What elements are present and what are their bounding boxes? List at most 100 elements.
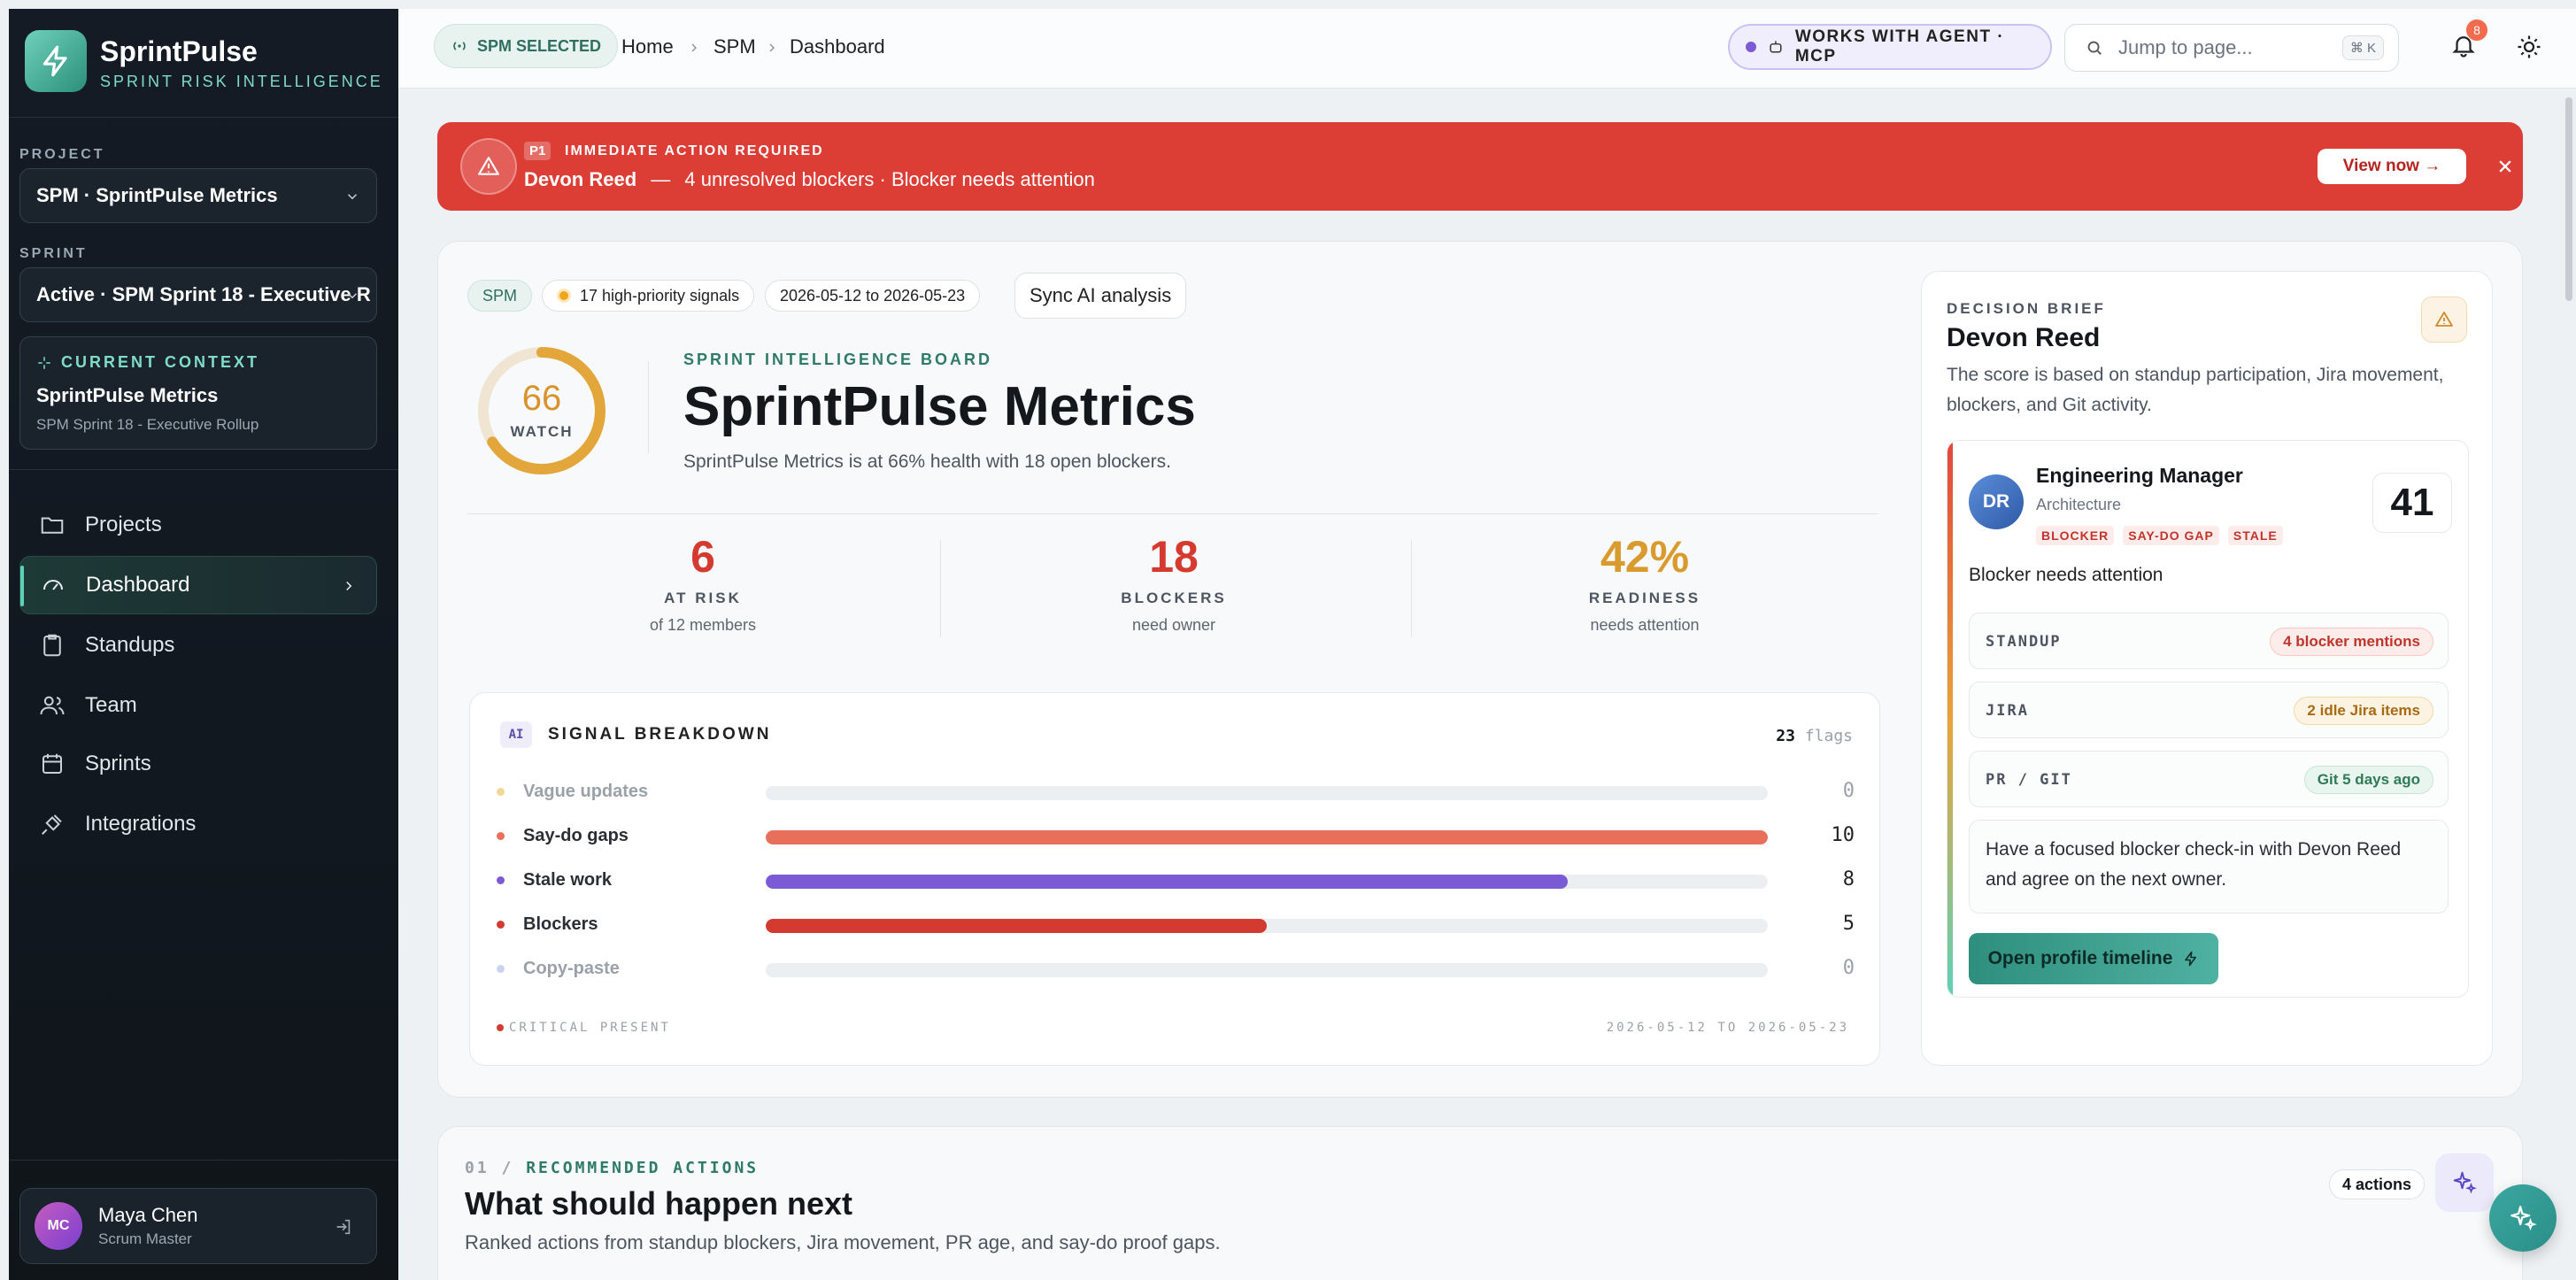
decision-brief-card: DECISION BRIEF Devon Reed The score is b… (1921, 271, 2493, 1066)
signals-chip-label: 17 high-priority signals (580, 286, 740, 305)
gauge-ring (478, 347, 605, 474)
bell-icon[interactable] (2450, 32, 2477, 58)
alert-message: Devon Reed — 4 unresolved blockers · Blo… (524, 168, 1095, 191)
sprint-select[interactable]: Active · SPM Sprint 18 - Executive R (19, 267, 377, 322)
view-now-button[interactable]: View now → (2318, 149, 2466, 184)
board-subtitle: SprintPulse Metrics is at 66% health wit… (683, 451, 1171, 472)
stat-value: 6 (690, 532, 715, 582)
agent-pill-label: WORKS WITH AGENT · MCP (1794, 27, 2005, 66)
alert-separator: — (651, 168, 671, 190)
evidence-label: PR / GIT (1986, 771, 2072, 789)
user-card[interactable]: MC Maya Chen Scrum Master (19, 1188, 377, 1264)
project-select[interactable]: SPM · SprintPulse Metrics (19, 168, 377, 223)
evidence-label: JIRA (1986, 702, 2029, 720)
folder-icon (41, 517, 64, 534)
breadcrumb-home[interactable]: Home (621, 35, 674, 58)
recommended-actions-card: 01 / RECOMMENDED ACTIONS What should hap… (437, 1126, 2523, 1280)
nav-sprints[interactable]: Sprints (19, 735, 377, 793)
section-kicker: RECOMMENDED ACTIONS (526, 1159, 760, 1177)
stat-label: READINESS (1588, 590, 1701, 606)
date-range-chip: 2026-05-12 to 2026-05-23 (765, 280, 981, 312)
tag-blocker: BLOCKER (2036, 526, 2115, 545)
signal-dot (497, 876, 505, 884)
sparkle-icon (2453, 1171, 2477, 1194)
sync-ai-button[interactable]: Sync AI analysis (1014, 273, 1187, 319)
brief-description: The score is based on standup participat… (1947, 365, 2444, 415)
person-team: Architecture (2036, 496, 2122, 513)
nav-label: Integrations (85, 812, 197, 836)
alert-icon (460, 138, 517, 195)
plug-icon (42, 814, 62, 835)
evidence-chip: Git 5 days ago (2303, 766, 2433, 794)
divider (467, 513, 1878, 514)
nav-dashboard[interactable]: Dashboard (19, 556, 377, 614)
nav-label: Standups (85, 633, 175, 657)
avatar: DR (1969, 474, 2024, 529)
person-status: Blocker needs attention (1969, 565, 2163, 585)
theme-toggle-icon[interactable] (2516, 34, 2542, 60)
context-subtitle: SPM Sprint 18 - Executive Rollup (36, 416, 259, 433)
logo[interactable] (25, 30, 87, 92)
signal-value: 0 (1842, 780, 1855, 802)
current-context-label-text: CURRENT CONTEXT (61, 353, 259, 371)
signal-footer-left: CRITICAL PRESENT (497, 1021, 671, 1035)
signal-bar (766, 919, 1267, 933)
flags-label: flags (1804, 727, 1853, 745)
nav-standups[interactable]: Standups (19, 616, 377, 675)
alert-person: Devon Reed (524, 168, 637, 190)
nav-label: Projects (85, 513, 162, 536)
search-input[interactable]: Jump to page... ⌘ K (2064, 24, 2399, 72)
sparkle-icon (38, 356, 50, 369)
signal-track (766, 875, 1768, 889)
stat-label: AT RISK (664, 590, 742, 606)
close-icon[interactable] (2493, 154, 2518, 179)
health-label: WATCH (510, 423, 574, 440)
chevron-down-icon (347, 293, 358, 299)
spm-selected-pill[interactable]: SPM SELECTED (434, 24, 619, 68)
signal-track (766, 919, 1768, 933)
person-tags: BLOCKER SAY-DO GAP STALE (2036, 526, 2283, 545)
signal-dot (497, 788, 505, 796)
scrollbar[interactable] (2565, 97, 2572, 301)
person-card: DR Engineering Manager Architecture BLOC… (1947, 440, 2469, 998)
logout-icon[interactable] (334, 1217, 353, 1237)
nav-integrations[interactable]: Integrations (19, 795, 377, 853)
chevron-down-icon (347, 194, 358, 200)
recommended-subtitle: Ranked actions from standup blockers, Ji… (465, 1231, 1221, 1253)
warning-button[interactable] (2421, 297, 2467, 343)
stat-readiness: 42% READINESS needs attention (1468, 531, 1822, 635)
search-placeholder: Jump to page... (2118, 36, 2253, 58)
divider (9, 117, 398, 118)
signal-icon (453, 42, 466, 50)
stat-value: 18 (1149, 532, 1199, 582)
project-label: PROJECT (19, 147, 105, 162)
user-role: Scrum Master (98, 1230, 192, 1247)
divider (648, 361, 649, 453)
spm-pill-label: SPM SELECTED (477, 36, 602, 55)
signal-dot (497, 921, 505, 929)
ai-suggest-button[interactable] (2435, 1153, 2494, 1212)
agent-mcp-pill[interactable]: WORKS WITH AGENT · MCP (1728, 24, 2052, 70)
stat-value: 42% (1600, 532, 1690, 582)
signal-track (766, 786, 1768, 800)
signals-chip[interactable]: 17 high-priority signals (542, 280, 755, 312)
lightning-icon (42, 45, 67, 77)
breadcrumb-spm[interactable]: SPM (713, 35, 756, 58)
signal-breakdown-title: SIGNAL BREAKDOWN (548, 725, 772, 744)
open-profile-timeline-button[interactable]: Open profile timeline (1969, 933, 2218, 984)
context-title: SprintPulse Metrics (36, 384, 219, 406)
sparkle-icon (2510, 1206, 2537, 1231)
app-name: SprintPulse (100, 35, 258, 67)
sprint-label: SPRINT (19, 246, 88, 261)
nav-team[interactable]: Team (19, 676, 377, 735)
nav-projects[interactable]: Projects (19, 496, 377, 554)
assistant-fab[interactable] (2489, 1184, 2557, 1252)
signal-value: 0 (1842, 957, 1855, 979)
search-shortcut: ⌘ K (2341, 35, 2384, 60)
signal-name: Vague updates (523, 782, 649, 801)
signal-bar (766, 875, 1568, 889)
actions-count-chip: 4 actions (2329, 1169, 2426, 1199)
signal-row: Stale work 8 (497, 867, 1855, 893)
gauge-arc (478, 347, 605, 474)
breadcrumb-dashboard[interactable]: Dashboard (790, 35, 885, 58)
